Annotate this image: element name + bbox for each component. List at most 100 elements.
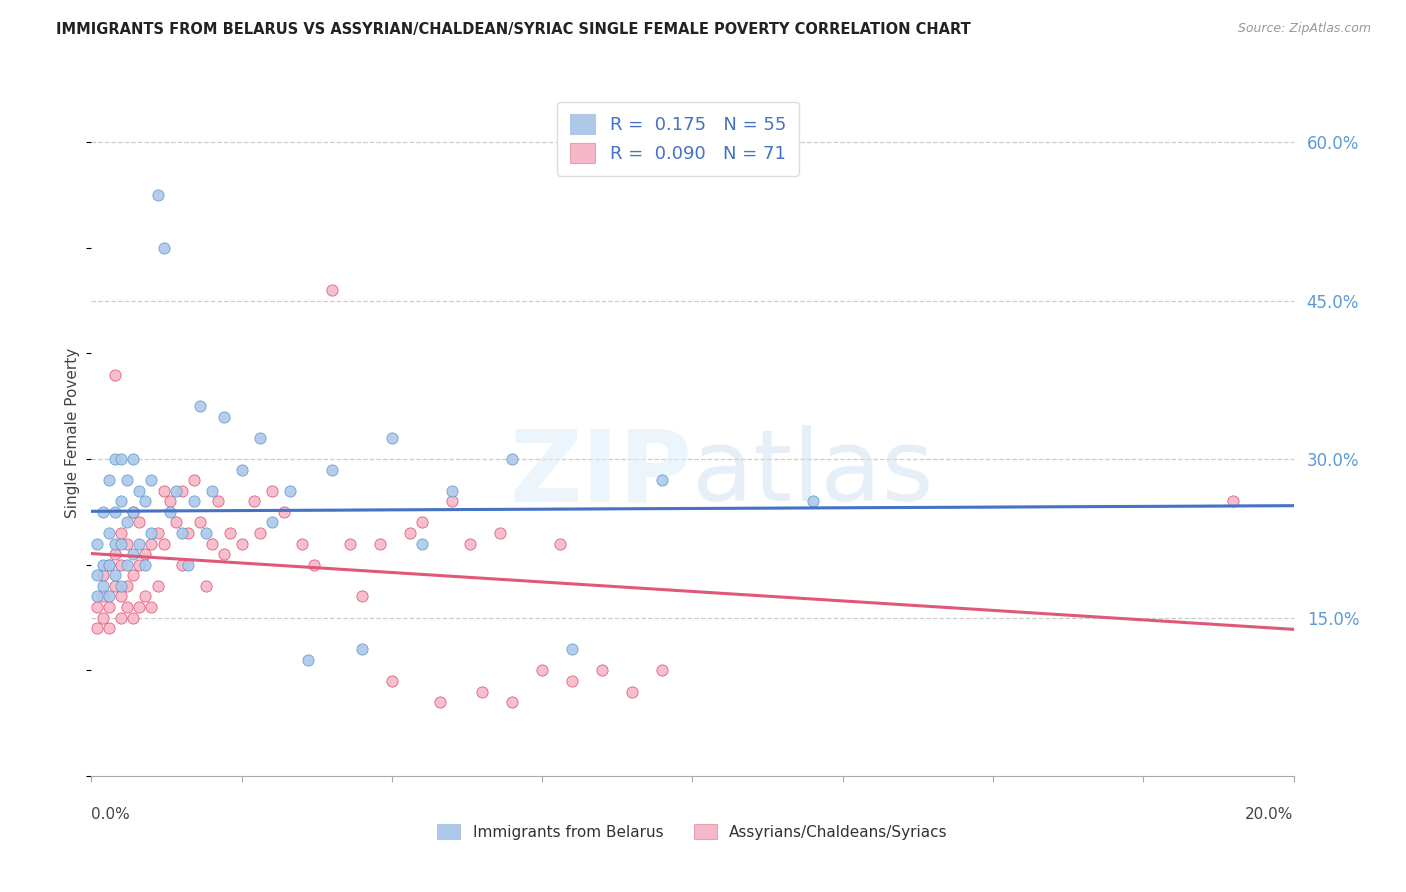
Point [93,610,115,624]
Text: IMMIGRANTS FROM BELARUS VS ASSYRIAN/CHALDEAN/SYRIAC SINGLE FEMALE POVERTY CORREL: IMMIGRANTS FROM BELARUS VS ASSYRIAN/CHAL… [56,22,972,37]
Point [440,494,463,508]
Point [170,483,193,498]
Point [207,494,229,508]
Point [381,673,404,688]
Point [249,431,271,445]
Point [194,579,217,593]
Point [122,568,145,582]
Point [159,494,181,508]
Point [98,473,121,487]
Point [128,483,150,498]
Point [122,610,145,624]
Point [122,452,145,467]
Point [98,590,121,604]
Point [86,599,108,614]
Point [176,558,198,572]
Point [104,547,127,561]
Point [548,536,571,550]
Point [98,526,121,541]
Point [98,558,121,572]
Point [1222,494,1244,508]
Y-axis label: Single Female Poverty: Single Female Poverty [65,348,80,517]
Point [104,368,127,382]
Text: ZIP: ZIP [509,425,692,523]
Point [429,695,451,709]
Text: Source: ZipAtlas.com: Source: ZipAtlas.com [1237,22,1371,36]
Point [122,505,145,519]
Point [440,483,463,498]
Point [86,568,108,582]
Point [117,536,139,550]
Point [134,547,156,561]
Point [93,579,115,593]
Point [212,547,235,561]
Point [531,664,554,678]
Point [302,558,325,572]
Point [110,590,132,604]
Point [218,526,240,541]
Point [159,505,181,519]
Point [165,516,187,530]
Point [183,494,205,508]
Point [170,526,193,541]
Point [183,473,205,487]
Point [242,494,264,508]
Point [278,483,301,498]
Point [152,536,174,550]
Point [188,399,211,413]
Point [350,642,373,657]
Point [651,664,673,678]
Point [134,494,156,508]
Point [141,473,163,487]
Point [501,452,523,467]
Point [93,590,115,604]
Point [98,558,121,572]
Point [141,599,163,614]
Point [297,653,319,667]
Point [104,579,127,593]
Point [260,516,283,530]
Point [350,590,373,604]
Point [86,590,108,604]
Point [117,599,139,614]
Point [801,494,824,508]
Point [411,516,433,530]
Point [122,547,145,561]
Text: atlas: atlas [692,425,934,523]
Point [146,579,169,593]
Point [651,473,673,487]
Point [104,536,127,550]
Point [93,505,115,519]
Point [110,558,132,572]
Point [110,526,132,541]
Point [110,494,132,508]
Point [249,526,271,541]
Point [561,642,583,657]
Point [128,599,150,614]
Point [141,526,163,541]
Point [458,536,481,550]
Point [489,526,512,541]
Point [104,452,127,467]
Point [110,579,132,593]
Point [231,462,253,476]
Point [146,526,169,541]
Point [399,526,422,541]
Point [86,621,108,635]
Point [339,536,361,550]
Point [93,568,115,582]
Point [98,621,121,635]
Point [93,558,115,572]
Point [128,516,150,530]
Point [86,536,108,550]
Point [128,558,150,572]
Point [291,536,314,550]
Point [104,568,127,582]
Point [141,536,163,550]
Point [621,684,644,698]
Point [212,409,235,424]
Point [561,673,583,688]
Point [231,536,253,550]
Point [170,558,193,572]
Point [122,505,145,519]
